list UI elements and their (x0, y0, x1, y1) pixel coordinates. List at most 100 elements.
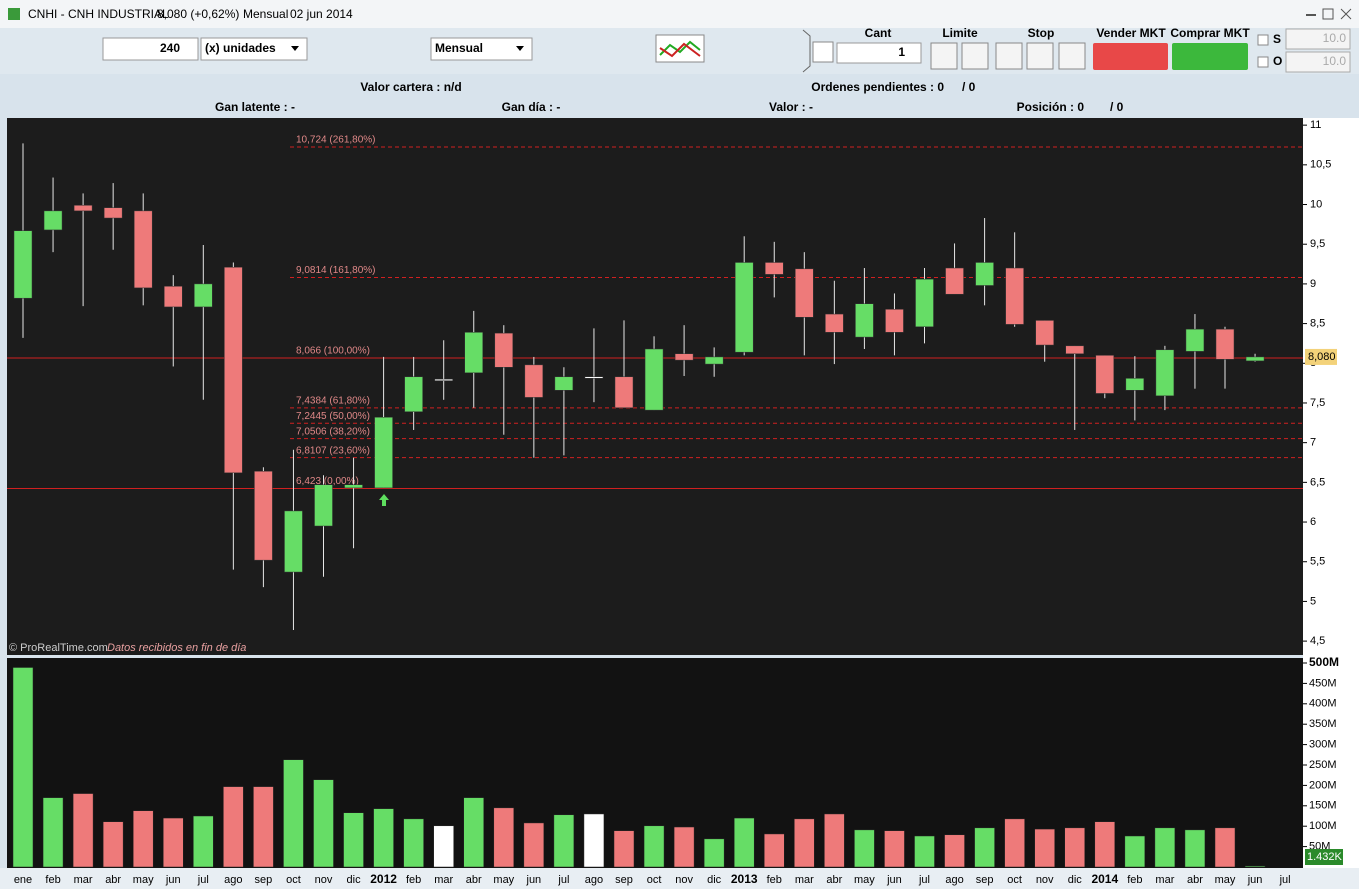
volume-bar (733, 817, 755, 868)
candle-body (464, 332, 483, 374)
x-tick-label: jun (886, 874, 902, 886)
level-label: 7,4384 (61,80%) (296, 396, 370, 407)
settings-button[interactable] (812, 41, 834, 63)
level-label: 9,0814 (161,80%) (296, 265, 376, 276)
maximize[interactable] (1322, 8, 1334, 20)
candle-body (13, 230, 33, 299)
o-input[interactable] (1285, 51, 1351, 73)
candle-body (224, 266, 243, 474)
y-tick-label: 7,5 (1310, 397, 1325, 409)
pending: Ordenes pendientes : 0 (811, 80, 944, 94)
volume-bar (1124, 835, 1146, 868)
candle-body (1185, 328, 1205, 352)
candle-body (284, 510, 303, 573)
portfolio: Valor cartera : n/d (360, 80, 461, 94)
stop-button[interactable] (1026, 42, 1054, 70)
y-tick-label: 6 (1310, 516, 1316, 528)
candle-body (734, 262, 754, 353)
y-tick-label: 10,5 (1310, 159, 1331, 171)
sell-button[interactable] (1093, 43, 1168, 70)
position: Posición : 0 (1017, 100, 1085, 114)
volume-bar (463, 797, 484, 868)
candle-body (133, 210, 153, 289)
x-tick-label: mar (1155, 874, 1174, 886)
limit-label: Limite (942, 26, 978, 40)
stop-button[interactable] (1058, 42, 1086, 70)
x-tick-label: may (854, 874, 875, 886)
candle-body (765, 262, 784, 275)
last-volume: 1.432K (1307, 851, 1343, 863)
volume-bar (523, 822, 545, 868)
candle-body (704, 356, 724, 365)
volume-bar (163, 817, 184, 868)
volume-bar (12, 667, 34, 868)
s-input[interactable] (1285, 28, 1351, 50)
volume-bar (824, 813, 845, 868)
y-tick-label: 350M (1309, 718, 1337, 730)
unit-select[interactable] (200, 37, 308, 61)
volume-bar (583, 813, 605, 868)
x-tick-label: nov (1036, 874, 1054, 886)
buy-label: Comprar MKT (1170, 26, 1250, 40)
y-tick-label: 250M (1309, 759, 1337, 771)
quantity-input[interactable] (102, 37, 199, 61)
candle-body (374, 417, 393, 489)
level-label: 6,8107 (23,60%) (296, 445, 370, 456)
last-volume-box (1305, 849, 1343, 865)
volume-bar (914, 835, 935, 868)
stop-button[interactable] (995, 42, 1023, 70)
candle-body (344, 484, 363, 489)
limit-buy[interactable] (930, 42, 958, 70)
x-tick-label: 2012 (370, 872, 397, 886)
volume-bar (1244, 865, 1266, 868)
buy-button[interactable] (1172, 43, 1248, 70)
candle-body (1005, 267, 1024, 325)
candle-body (644, 348, 664, 411)
s-checkbox[interactable] (1257, 34, 1269, 46)
cant-input[interactable] (836, 42, 922, 64)
volume-bar (42, 797, 64, 868)
x-tick-label: oct (647, 874, 662, 886)
candle-body (614, 376, 634, 408)
x-tick-label: feb (1127, 874, 1142, 886)
x-tick-label: dic (1068, 874, 1083, 886)
x-tick-label: jul (557, 874, 569, 886)
candle-body (254, 470, 273, 561)
candle-body (825, 313, 844, 333)
y-tick-label: 8,5 (1310, 317, 1325, 329)
candle-body (494, 332, 514, 368)
x-tick-label: may (133, 874, 154, 886)
period-select[interactable] (430, 37, 533, 61)
candle-body (855, 303, 874, 338)
close[interactable] (1340, 8, 1352, 20)
limit-sell[interactable] (961, 42, 989, 70)
candle-body (43, 210, 63, 231)
strategy-icon (659, 42, 701, 58)
candle-body (1155, 349, 1175, 397)
y-tick-label: 400M (1309, 698, 1337, 710)
volume-bar (1184, 829, 1206, 868)
x-tick-label: abr (826, 874, 842, 886)
volume-bar (102, 821, 124, 868)
o-value: 10.0 (1323, 54, 1347, 68)
minimize[interactable] (1306, 14, 1316, 16)
y-tick-label: 6,5 (1310, 476, 1325, 488)
volume-bar (764, 833, 785, 868)
y-tick-label: 5,5 (1310, 556, 1325, 568)
o-checkbox[interactable] (1257, 56, 1269, 68)
candle-body (164, 286, 183, 308)
x-tick-label: dic (707, 874, 722, 886)
x-tick-label: nov (675, 874, 693, 886)
level-label: 7,2445 (50,00%) (296, 411, 370, 422)
sell-label: Vender MKT (1096, 26, 1166, 40)
x-tick-label: ago (945, 874, 963, 886)
x-tick-label: abr (1187, 874, 1203, 886)
period-value: Mensual (435, 41, 483, 55)
unrealized: Gan latente : - (215, 100, 295, 114)
volume-bar (72, 793, 94, 868)
candle-body (1245, 356, 1265, 362)
candle-body (795, 268, 814, 318)
quantity: 240 (160, 41, 180, 55)
y-tick-label: 9 (1310, 278, 1316, 290)
volume-bar (794, 818, 815, 868)
